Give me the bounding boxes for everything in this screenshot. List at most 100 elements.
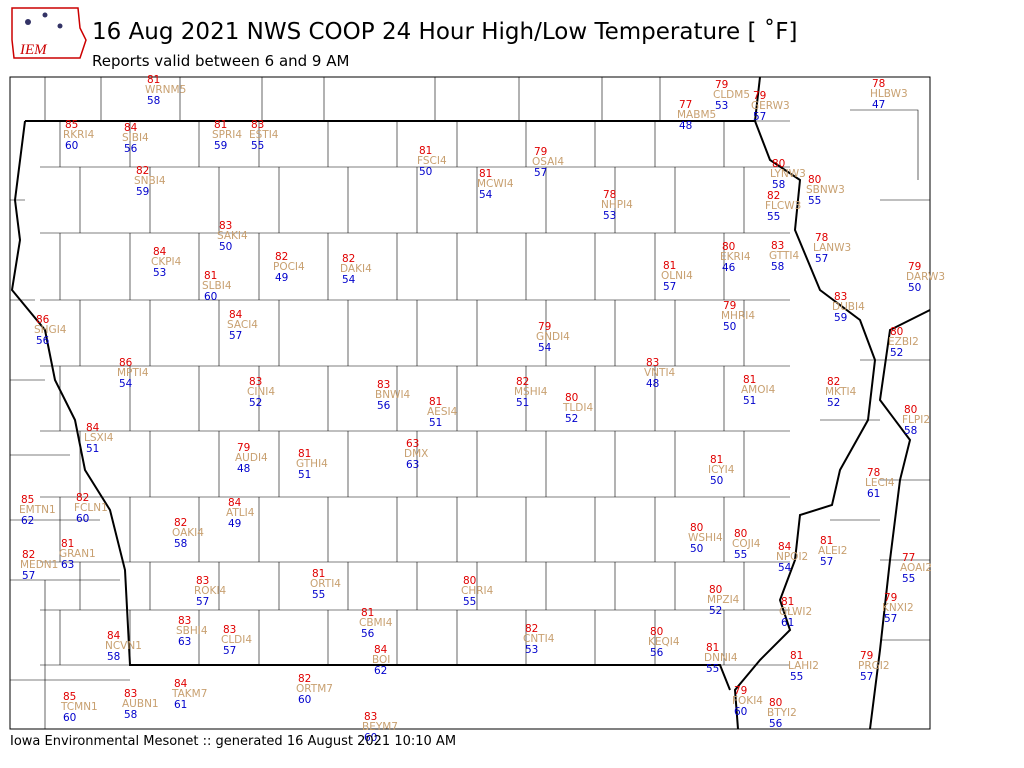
low-temp: 54 <box>479 189 493 201</box>
station-name: EKRI4 <box>720 251 751 263</box>
low-temp: 55 <box>734 549 747 561</box>
high-temp: 78 <box>872 78 885 90</box>
high-temp: 80 <box>650 626 663 638</box>
low-temp: 50 <box>908 282 921 294</box>
low-temp: 57 <box>815 253 828 265</box>
low-temp: 56 <box>377 400 391 412</box>
high-temp: 78 <box>603 189 616 201</box>
low-temp: 57 <box>229 330 242 342</box>
low-temp: 55 <box>808 195 821 207</box>
low-temp: 46 <box>722 262 736 274</box>
station-name: SLBI4 <box>202 280 232 292</box>
low-temp: 55 <box>312 589 325 601</box>
low-temp: 63 <box>61 559 74 571</box>
high-temp: 83 <box>377 379 390 391</box>
station-name: CBMI4 <box>359 617 393 629</box>
station-name: SIBI4 <box>122 132 149 144</box>
high-temp: 82 <box>767 190 780 202</box>
high-temp: 81 <box>820 535 833 547</box>
station-name: ORTM7 <box>296 683 333 695</box>
low-temp: 60 <box>76 513 89 525</box>
high-temp: 84 <box>374 644 388 656</box>
station-name: AESI4 <box>427 406 458 418</box>
low-temp: 53 <box>153 267 166 279</box>
station-name: CLDI4 <box>221 634 252 646</box>
station-name: MKTI4 <box>825 386 857 398</box>
high-temp: 81 <box>743 374 756 386</box>
logo: IEM <box>11 7 87 59</box>
station-name: CINI4 <box>247 386 275 398</box>
low-temp: 57 <box>223 645 236 657</box>
station-name: SPRI4 <box>212 129 242 141</box>
low-temp: 50 <box>219 241 232 253</box>
low-temp: 58 <box>107 651 120 663</box>
station-name: ALEI2 <box>818 545 847 557</box>
low-temp: 51 <box>298 469 311 481</box>
high-temp: 81 <box>781 596 794 608</box>
high-temp: 82 <box>22 549 35 561</box>
high-temp: 83 <box>646 357 659 369</box>
low-temp: 53 <box>603 210 616 222</box>
low-temp: 61 <box>867 488 880 500</box>
high-temp: 81 <box>361 607 374 619</box>
high-temp: 63 <box>406 438 419 450</box>
station-name: FLCW3 <box>765 200 801 212</box>
station-name: AUBN1 <box>122 698 159 710</box>
station-name: FCLN1 <box>74 502 108 514</box>
station-name: FLPI2 <box>902 414 930 426</box>
high-temp: 84 <box>124 122 138 134</box>
station-name: MPZI4 <box>707 594 740 606</box>
low-temp: 55 <box>463 596 476 608</box>
high-temp: 79 <box>237 442 250 454</box>
low-temp: 57 <box>884 613 897 625</box>
low-temp: 49 <box>228 518 241 530</box>
station-name: GNDI4 <box>536 331 570 343</box>
low-temp: 58 <box>124 709 137 721</box>
station-name: VNTI4 <box>644 367 676 379</box>
high-temp: 80 <box>463 575 476 587</box>
station-name: OSAI4 <box>532 156 564 168</box>
low-temp: 63 <box>406 459 419 471</box>
high-temp: 80 <box>769 697 782 709</box>
high-temp: 82 <box>827 376 840 388</box>
station-name: DNNI4 <box>704 652 738 664</box>
station-name: CNTI4 <box>523 633 555 645</box>
station-name: BTYI2 <box>767 707 797 719</box>
high-temp: 85 <box>65 119 78 131</box>
station-name: MHRI4 <box>721 310 755 322</box>
station-name: LECI4 <box>865 477 895 489</box>
high-temp: 79 <box>715 79 728 91</box>
high-temp: 84 <box>153 246 167 258</box>
low-temp: 52 <box>827 397 840 409</box>
station-name: ROKI4 <box>194 585 227 597</box>
title: 16 Aug 2021 NWS COOP 24 Hour High/Low Te… <box>92 18 797 45</box>
station-name: CKPI4 <box>151 256 182 268</box>
low-temp: 60 <box>63 712 76 724</box>
footer: Iowa Environmental Mesonet :: generated … <box>10 734 456 749</box>
station-name: LANW3 <box>813 242 851 254</box>
low-temp: 60 <box>204 291 217 303</box>
low-temp: 58 <box>904 425 917 437</box>
low-temp: 48 <box>679 120 692 132</box>
low-temp: 63 <box>178 636 191 648</box>
